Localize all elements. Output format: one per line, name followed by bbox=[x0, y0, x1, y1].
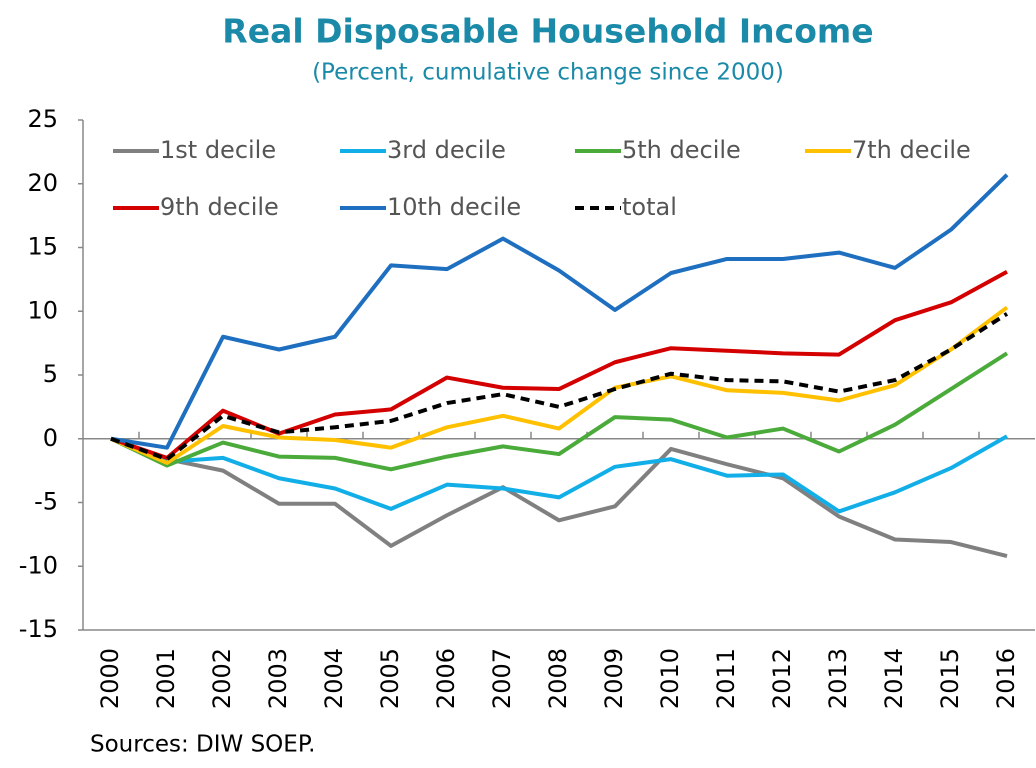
series-line bbox=[110, 305, 1009, 465]
legend-label: 9th decile bbox=[160, 193, 279, 221]
x-tick-label: 2005 bbox=[376, 648, 404, 709]
x-tick-label: 2015 bbox=[936, 648, 964, 709]
legend-label: 3rd decile bbox=[387, 136, 506, 164]
x-tick-label: 2009 bbox=[600, 648, 628, 709]
chart-subtitle: (Percent, cumulative change since 2000) bbox=[312, 60, 784, 86]
legend-label: 5th decile bbox=[622, 136, 741, 164]
series-line bbox=[110, 434, 1008, 514]
x-tick-label: 2011 bbox=[712, 648, 740, 709]
x-tick-label: 2012 bbox=[768, 648, 796, 709]
legend-label: 1st decile bbox=[160, 136, 276, 164]
x-tick-label: 2008 bbox=[544, 648, 572, 709]
y-tick-label: -10 bbox=[19, 551, 58, 579]
chart-title: Real Disposable Household Income bbox=[222, 12, 873, 51]
legend-label: total bbox=[622, 193, 677, 221]
x-tick-label: 2002 bbox=[208, 648, 236, 709]
y-tick-label: 25 bbox=[27, 105, 58, 133]
source-note: Sources: DIW SOEP. bbox=[90, 732, 315, 758]
x-tick-label: 2001 bbox=[152, 648, 180, 709]
x-tick-label: 2010 bbox=[656, 648, 684, 709]
x-tick-label: 2004 bbox=[320, 648, 348, 709]
x-tick-label: 2013 bbox=[824, 648, 852, 709]
series-line bbox=[110, 312, 1009, 462]
y-tick-label: 10 bbox=[27, 296, 58, 324]
y-tick-label: 15 bbox=[27, 233, 58, 261]
x-tick-label: 2007 bbox=[488, 648, 516, 709]
legend-label: 10th decile bbox=[387, 193, 521, 221]
x-tick-label: 2006 bbox=[432, 648, 460, 709]
y-tick-label: -5 bbox=[34, 488, 58, 516]
x-tick-label: 2014 bbox=[880, 648, 908, 709]
x-tick-label: 2000 bbox=[96, 648, 124, 709]
y-tick-label: 0 bbox=[43, 424, 58, 452]
y-tick-label: 20 bbox=[27, 169, 58, 197]
series-line bbox=[110, 173, 1009, 450]
x-tick-label: 2016 bbox=[992, 648, 1020, 709]
series-line bbox=[110, 436, 1008, 558]
series-line bbox=[110, 351, 1009, 472]
x-tick-label: 2003 bbox=[264, 648, 292, 709]
y-tick-label: -15 bbox=[19, 615, 58, 643]
legend-label: 7th decile bbox=[852, 136, 971, 164]
y-tick-label: 5 bbox=[43, 360, 58, 388]
